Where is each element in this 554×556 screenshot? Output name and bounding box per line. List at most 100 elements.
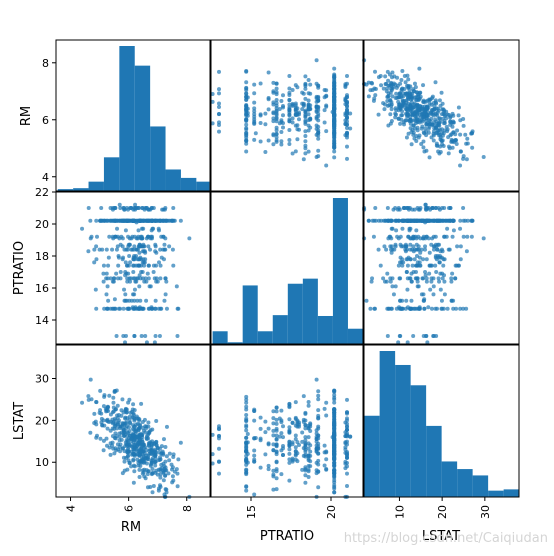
scatter-point <box>116 263 121 268</box>
scatter-point <box>279 431 284 436</box>
scatter-point <box>439 298 444 303</box>
scatter-point <box>144 298 149 303</box>
scatter-point <box>271 89 276 94</box>
scatter-point <box>98 218 103 223</box>
scatter-point <box>135 276 140 281</box>
scatter-point <box>332 136 337 141</box>
scatter-point <box>149 472 154 477</box>
scatter-point <box>158 475 163 480</box>
scatter-point <box>139 431 144 436</box>
scatter-point <box>403 80 408 85</box>
watermark: https://blog.csdn.net/Caiqiudan <box>343 531 548 546</box>
scatter-point <box>308 125 313 130</box>
scatter-point <box>481 154 486 159</box>
scatter-point <box>324 129 329 134</box>
scatter-point <box>404 298 409 303</box>
scatter-point <box>94 435 99 440</box>
scatter-point <box>345 424 349 429</box>
scatter-point <box>303 426 308 431</box>
scatter-point <box>442 128 447 133</box>
scatter-point <box>332 460 337 465</box>
frames-layer <box>55 39 520 498</box>
scatter-point <box>279 118 284 123</box>
scatter-point <box>287 460 292 465</box>
scatter-point <box>343 420 348 425</box>
scatter-point <box>390 94 395 99</box>
scatter-point <box>131 257 136 262</box>
scatter-point <box>435 106 440 111</box>
scatter-point <box>120 236 125 241</box>
scatter-point <box>388 244 393 249</box>
scatter-point <box>385 206 390 210</box>
scatter-point <box>167 451 172 456</box>
scatter-point <box>314 428 319 433</box>
scatter-point <box>245 451 250 456</box>
scatter-point <box>151 483 156 488</box>
scatter-point <box>316 136 321 141</box>
scatter-point <box>137 306 142 311</box>
scatter-point <box>281 105 285 110</box>
panel-ptratio-vs-ptratio <box>212 198 363 344</box>
scatter-point <box>421 234 426 239</box>
scatter-point <box>104 436 109 441</box>
scatter-point <box>293 423 298 428</box>
scatter-point <box>141 428 146 433</box>
scatter-point <box>421 112 426 117</box>
scatter-point <box>384 89 389 94</box>
scatter-point <box>322 120 327 125</box>
scatter-point <box>128 437 133 442</box>
scatter-point <box>274 421 279 426</box>
scatter-point <box>427 155 432 160</box>
scatter-point <box>438 287 443 292</box>
scatter-point <box>303 480 308 485</box>
scatter-point <box>244 69 249 74</box>
scatter-point <box>151 263 156 268</box>
scatter-point <box>314 115 319 120</box>
scatter-point <box>174 284 179 289</box>
scatter-point <box>271 433 276 438</box>
scatter-point <box>314 109 319 114</box>
scatter-point <box>404 257 409 262</box>
col-label-ptratio: PTRATIO <box>260 529 314 544</box>
scatter-point <box>80 400 85 405</box>
scatter-point <box>423 244 428 249</box>
scatter-point <box>157 334 162 338</box>
scatter-point <box>314 460 319 465</box>
scatter-point <box>379 83 384 88</box>
y-tick-label: 20 <box>35 218 49 231</box>
scatter-point <box>252 418 257 423</box>
scatter-point <box>424 276 429 281</box>
scatter-point <box>274 426 279 431</box>
scatter-point <box>131 402 136 407</box>
scatter-point <box>144 424 149 429</box>
scatter-point <box>332 417 337 422</box>
scatter-point <box>244 80 249 85</box>
scatter-point <box>88 218 93 223</box>
scatter-point <box>406 131 411 136</box>
scatter-point <box>274 115 279 120</box>
row-label-rm: RM <box>19 106 34 126</box>
scatter-point <box>287 417 292 422</box>
scatter-point <box>295 137 300 142</box>
scatter-point <box>393 206 398 210</box>
scatter-point <box>426 305 431 310</box>
histogram-bar <box>257 331 273 344</box>
scatter-point <box>210 99 215 104</box>
scatter-point <box>131 432 136 437</box>
scatter-point <box>97 410 102 415</box>
scatter-point <box>345 471 349 476</box>
scatter-point <box>441 263 446 268</box>
scatter-point <box>411 236 416 241</box>
scatter-point <box>447 247 452 252</box>
scatter-point <box>398 91 403 96</box>
scatter-point <box>274 452 279 457</box>
scatter-point <box>108 206 113 210</box>
scatter-point <box>303 108 308 113</box>
scatter-point <box>303 410 308 415</box>
scatter-point <box>120 421 125 426</box>
scatter-point <box>372 86 377 91</box>
scatter-point <box>306 149 311 154</box>
scatter-point <box>399 306 404 311</box>
scatter-point <box>423 202 428 207</box>
scatter-point <box>263 122 268 127</box>
